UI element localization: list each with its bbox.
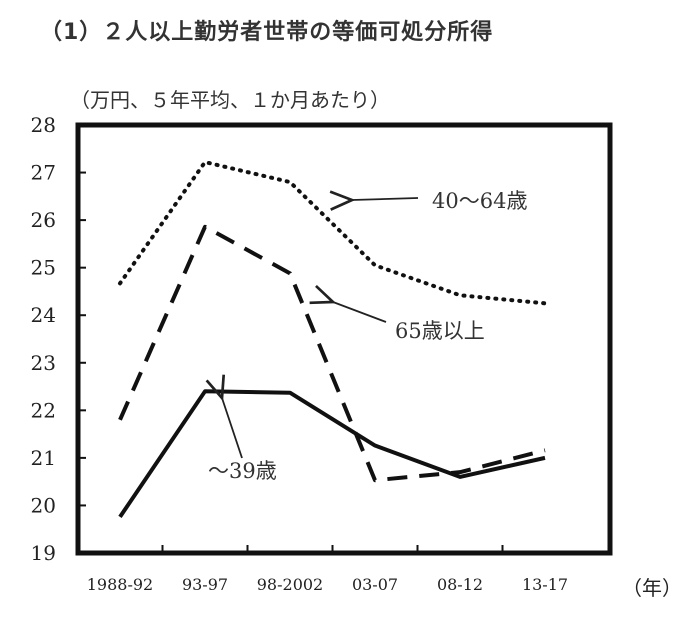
x-tick-label: 13-17 — [522, 575, 568, 594]
y-tick-label: 21 — [31, 446, 56, 470]
x-tick-label: 1988-92 — [87, 575, 153, 594]
y-tick-label: 19 — [31, 541, 56, 565]
series-line-1 — [118, 224, 546, 483]
series-line-0 — [118, 160, 547, 306]
y-tick-label: 20 — [31, 493, 56, 517]
x-axis-label: （年） — [622, 576, 682, 600]
y-tick-label: 26 — [31, 208, 56, 232]
chart-subtitle: （万円、５年平均、１か月あたり） — [70, 88, 390, 112]
plot-frame — [75, 122, 613, 556]
series-line-2 — [118, 389, 546, 518]
annotation-arrow — [352, 198, 419, 200]
x-tick-label: 93-97 — [182, 575, 228, 594]
y-tick-label: 27 — [31, 161, 56, 185]
x-tick-label: 98-2002 — [257, 575, 323, 594]
series-label: 65歳以上 — [395, 319, 485, 343]
annotation-arrow — [222, 398, 243, 459]
x-tick-label: 08-12 — [437, 575, 483, 594]
x-tick-label: 03-07 — [352, 575, 398, 594]
y-tick-label: 23 — [31, 351, 56, 375]
y-tick-label: 22 — [31, 398, 56, 422]
annotation-arrow — [333, 302, 387, 323]
series-label: 〜39歳 — [208, 459, 277, 483]
chart-title: （1）２人以上勤労者世帯の等価可処分所得 — [40, 20, 494, 45]
y-tick-label: 28 — [31, 113, 56, 137]
y-tick-label: 24 — [31, 303, 56, 327]
series-label: 40〜64歳 — [432, 189, 527, 213]
y-tick-label: 25 — [31, 256, 56, 280]
